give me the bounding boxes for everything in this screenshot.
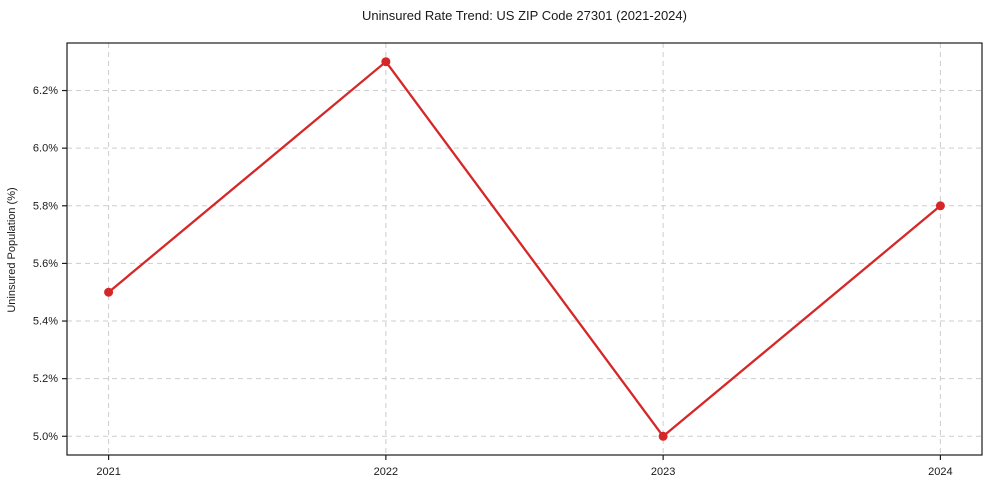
x-axis-tick-label: 2024 (928, 466, 952, 478)
y-axis-tick-label: 6.0% (33, 143, 58, 155)
x-axis-tick-label: 2021 (96, 466, 120, 478)
y-axis-tick-label: 6.2% (33, 85, 58, 97)
y-axis-tick-label: 5.6% (33, 258, 58, 270)
y-axis-tick-label: 5.0% (33, 431, 58, 443)
data-point-marker (381, 57, 391, 67)
data-point-marker (104, 287, 114, 297)
trend-line (107, 60, 942, 438)
y-axis-tick-label: 5.2% (33, 373, 58, 385)
data-point-marker (658, 431, 668, 441)
plot-frame (66, 42, 983, 456)
data-point-marker (935, 201, 945, 211)
y-axis-tick-label: 5.8% (33, 200, 58, 212)
y-axis-tick-label: 5.4% (33, 316, 58, 328)
x-axis-tick-label: 2023 (651, 466, 675, 478)
chart-title: Uninsured Rate Trend: US ZIP Code 27301 … (362, 8, 687, 23)
x-axis-tick-label: 2022 (374, 466, 398, 478)
